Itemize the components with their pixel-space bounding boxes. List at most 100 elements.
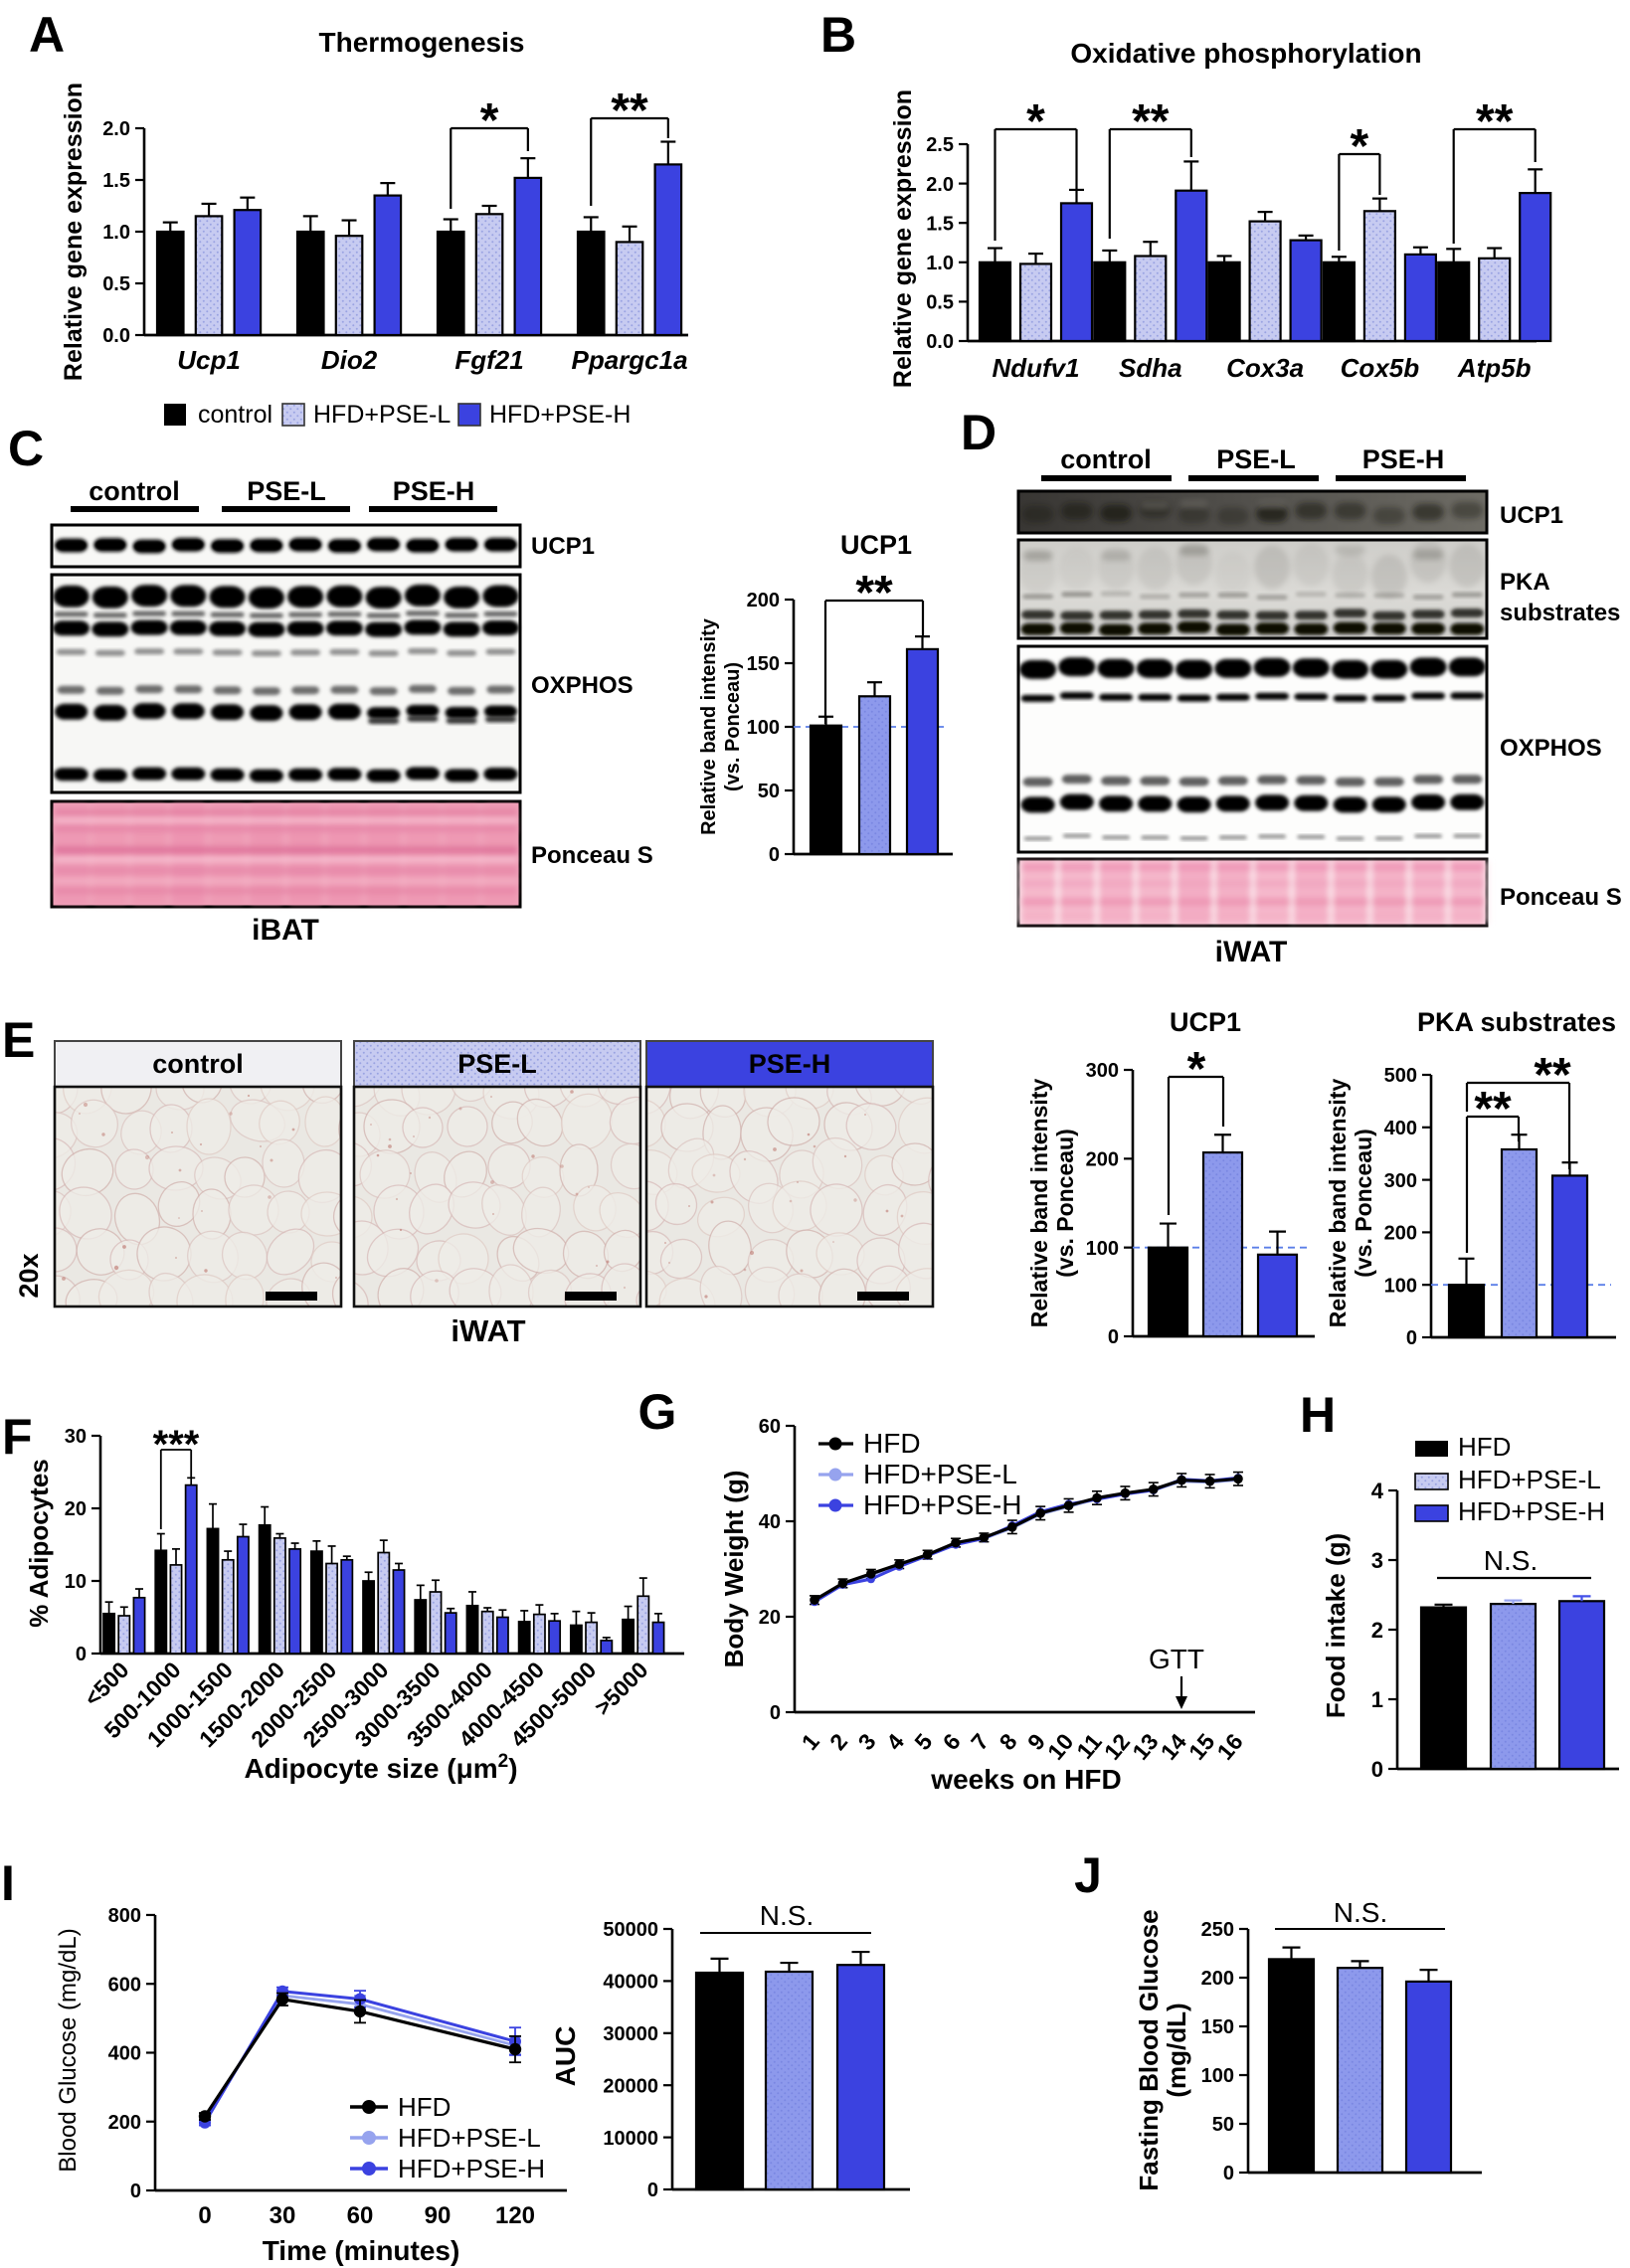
svg-text:5: 5: [909, 1728, 937, 1755]
svg-text:UCP1: UCP1: [1170, 1007, 1241, 1037]
svg-text:PSE-L: PSE-L: [1216, 444, 1296, 474]
svg-text:Relative gene expression: Relative gene expression: [889, 89, 917, 388]
svg-text:Dio2: Dio2: [321, 345, 378, 375]
svg-text:N.S.: N.S.: [1484, 1545, 1538, 1576]
svg-text:J: J: [1074, 1847, 1102, 1903]
svg-text:Body Weight (g): Body Weight (g): [719, 1471, 749, 1668]
svg-text:10: 10: [65, 1571, 87, 1593]
svg-text:Ppargc1a: Ppargc1a: [572, 345, 688, 375]
svg-text:HFD: HFD: [1458, 1432, 1511, 1462]
svg-text:% Adipocytes: % Adipocytes: [24, 1459, 54, 1628]
svg-text:HFD+PSE-L: HFD+PSE-L: [398, 2123, 541, 2153]
svg-text:Relative band intensity: Relative band intensity: [1026, 1079, 1052, 1328]
svg-text:Blood Glucose (mg/dL): Blood Glucose (mg/dL): [55, 1928, 82, 2172]
svg-text:30: 30: [270, 2202, 296, 2229]
svg-text:7: 7: [966, 1729, 994, 1756]
svg-text:2.5: 2.5: [926, 134, 954, 156]
svg-text:300: 300: [1384, 1170, 1417, 1192]
svg-text:30000: 30000: [603, 2023, 658, 2045]
svg-text:150: 150: [1201, 2016, 1234, 2038]
svg-text:50: 50: [1212, 2114, 1234, 2136]
svg-text:Oxidative phosphorylation: Oxidative phosphorylation: [1070, 38, 1421, 69]
svg-text:I: I: [1, 1855, 15, 1911]
svg-text:0.5: 0.5: [926, 292, 954, 314]
svg-text:F: F: [2, 1409, 33, 1465]
svg-text:200: 200: [1201, 1968, 1234, 1990]
svg-text:iBAT: iBAT: [252, 914, 319, 947]
svg-text:0: 0: [1371, 1757, 1383, 1782]
svg-text:H: H: [1300, 1387, 1336, 1443]
svg-text:1.0: 1.0: [926, 253, 954, 274]
svg-text:200: 200: [1384, 1223, 1417, 1245]
svg-text:1.5: 1.5: [102, 170, 130, 192]
svg-text:60: 60: [347, 2202, 374, 2229]
svg-text:GTT: GTT: [1149, 1644, 1204, 1674]
svg-text:PSE-H: PSE-H: [749, 1049, 831, 1079]
svg-text:30: 30: [65, 1426, 87, 1448]
svg-text:150: 150: [747, 653, 780, 675]
svg-text:8: 8: [994, 1728, 1021, 1755]
svg-text:500: 500: [1384, 1065, 1417, 1087]
svg-text:A: A: [29, 7, 65, 63]
svg-text:**: **: [1474, 1083, 1512, 1135]
svg-text:HFD: HFD: [398, 2092, 451, 2122]
svg-text:weeks on HFD: weeks on HFD: [930, 1764, 1121, 1795]
svg-text:*: *: [1026, 95, 1045, 148]
svg-text:Thermogenesis: Thermogenesis: [319, 27, 525, 58]
svg-text:20x: 20x: [14, 1253, 44, 1298]
svg-text:OXPHOS: OXPHOS: [1500, 735, 1602, 762]
svg-text:Cox3a: Cox3a: [1226, 353, 1304, 383]
svg-text:substrates: substrates: [1500, 600, 1620, 626]
svg-text:0: 0: [769, 844, 780, 866]
svg-text:Relative band intensity: Relative band intensity: [1325, 1079, 1351, 1328]
svg-text:200: 200: [747, 590, 780, 611]
svg-text:*: *: [1351, 120, 1369, 173]
svg-text:(mg/dL): (mg/dL): [1162, 2003, 1191, 2097]
svg-text:PKA: PKA: [1500, 569, 1550, 596]
svg-text:**: **: [1534, 1049, 1571, 1102]
svg-text:*: *: [480, 94, 499, 147]
svg-text:10000: 10000: [603, 2128, 658, 2150]
svg-text:400: 400: [108, 2043, 141, 2065]
svg-text:50000: 50000: [603, 1919, 658, 1941]
svg-text:Fgf21: Fgf21: [454, 345, 523, 375]
svg-text:0: 0: [1223, 2163, 1234, 2184]
svg-text:PSE-L: PSE-L: [247, 476, 326, 506]
svg-text:100: 100: [1201, 2065, 1234, 2087]
svg-text:0: 0: [76, 1644, 87, 1665]
svg-text:600: 600: [108, 1974, 141, 1996]
svg-text:300: 300: [1086, 1060, 1119, 1082]
svg-text:2.0: 2.0: [102, 118, 130, 140]
svg-text:D: D: [961, 405, 996, 460]
svg-text:HFD+PSE-L: HFD+PSE-L: [1458, 1465, 1601, 1494]
svg-text:control: control: [198, 401, 272, 429]
svg-text:6: 6: [938, 1729, 966, 1756]
svg-text:PKA substrates: PKA substrates: [1417, 1007, 1616, 1037]
svg-text:Time (minutes): Time (minutes): [263, 2235, 460, 2266]
svg-text:HFD+PSE-L: HFD+PSE-L: [313, 401, 451, 429]
svg-text:1.0: 1.0: [102, 222, 130, 244]
svg-text:control: control: [1060, 444, 1152, 474]
svg-text:20000: 20000: [603, 2075, 658, 2097]
svg-text:0.0: 0.0: [926, 331, 954, 353]
svg-text:0: 0: [1108, 1326, 1119, 1348]
svg-text:N.S.: N.S.: [760, 1900, 814, 1931]
svg-text:1.5: 1.5: [926, 213, 954, 235]
svg-text:200: 200: [1086, 1149, 1119, 1171]
svg-text:0.0: 0.0: [102, 325, 130, 347]
svg-text:3: 3: [852, 1729, 880, 1756]
svg-text:HFD+PSE-H: HFD+PSE-H: [1458, 1496, 1605, 1526]
svg-text:(vs. Ponceau): (vs. Ponceau): [722, 662, 744, 791]
svg-text:1: 1: [797, 1728, 824, 1755]
svg-text:AUC: AUC: [550, 2026, 581, 2087]
svg-text:UCP1: UCP1: [531, 533, 595, 560]
svg-text:Sdha: Sdha: [1119, 353, 1182, 383]
svg-text:***: ***: [153, 1423, 200, 1467]
svg-text:Food intake (g): Food intake (g): [1321, 1533, 1351, 1718]
svg-text:PSE-H: PSE-H: [393, 476, 475, 506]
svg-text:100: 100: [747, 717, 780, 739]
svg-text:iWAT: iWAT: [451, 1313, 525, 1348]
svg-text:OXPHOS: OXPHOS: [531, 672, 634, 699]
svg-text:Fasting Blood Glucose: Fasting Blood Glucose: [1134, 1909, 1164, 2190]
svg-text:3: 3: [1371, 1548, 1383, 1573]
